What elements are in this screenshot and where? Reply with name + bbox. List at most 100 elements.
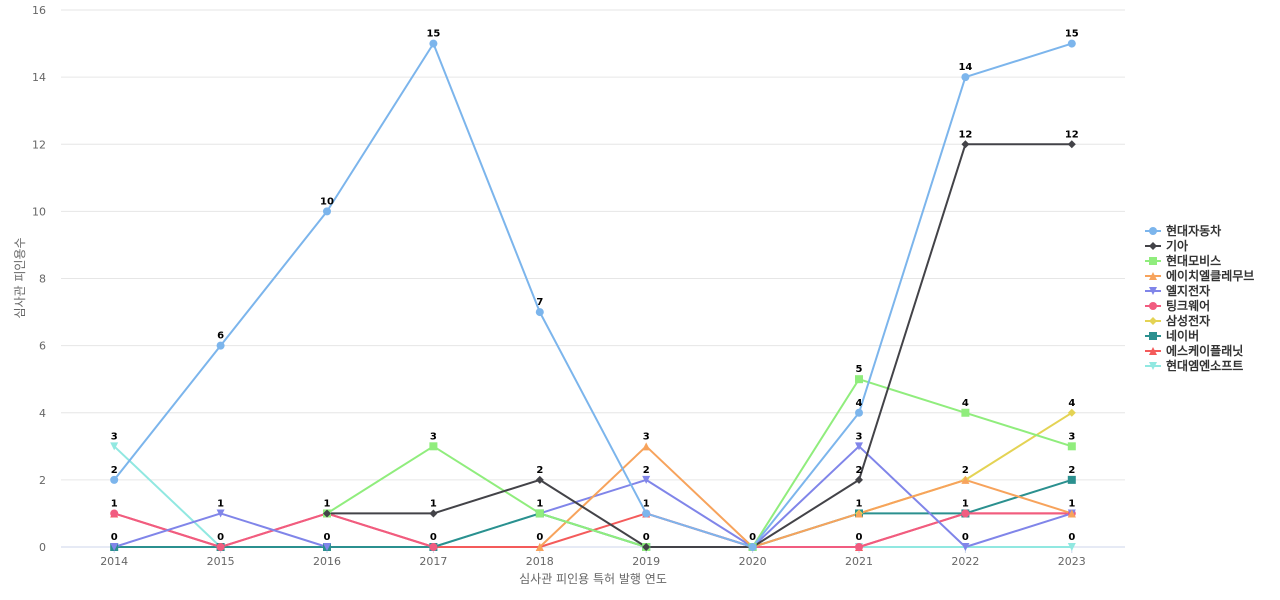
data-label: 0 — [856, 532, 863, 543]
data-label: 0 — [749, 532, 756, 543]
series-point-4[interactable] — [216, 509, 225, 518]
series-point-0[interactable] — [323, 207, 331, 216]
series-point-0[interactable] — [961, 73, 970, 82]
series-point-2[interactable] — [429, 442, 438, 451]
data-label: 4 — [856, 398, 863, 409]
data-label: 6 — [217, 331, 224, 342]
legend-label: 현대엠엔소프트 — [1166, 358, 1243, 373]
data-label: 2 — [962, 465, 969, 476]
data-label: 7 — [536, 297, 543, 308]
y-tick-label: 2 — [39, 474, 46, 487]
legend-item-1[interactable]: 기아 — [1145, 238, 1188, 253]
legend-item-2[interactable]: 현대모비스 — [1145, 253, 1221, 268]
data-label: 2 — [111, 465, 118, 476]
series-line-3[interactable] — [538, 445, 1073, 548]
series-point-2[interactable] — [1067, 442, 1076, 451]
legend-item-9[interactable]: 현대엠엔소프트 — [1145, 358, 1243, 373]
series-line-2[interactable] — [326, 378, 1073, 548]
data-label: 3 — [1068, 431, 1075, 442]
series-point-1[interactable] — [642, 543, 651, 551]
series-point-2[interactable] — [535, 509, 544, 518]
series-point-2[interactable] — [855, 375, 863, 384]
y-tick-label: 16 — [32, 4, 46, 17]
series-point-3[interactable] — [642, 442, 651, 451]
series-point-4[interactable] — [961, 543, 970, 551]
x-tick-label: 2016 — [313, 555, 341, 568]
data-label: 12 — [1065, 129, 1079, 140]
series-point-3[interactable] — [1067, 509, 1076, 518]
series-point-0[interactable] — [748, 543, 757, 551]
legend-item-0[interactable]: 현대자동차 — [1145, 223, 1221, 238]
series-point-1[interactable] — [323, 509, 331, 518]
y-tick-label: 10 — [32, 205, 46, 218]
data-label: 0 — [324, 532, 331, 543]
y-tick-label: 14 — [32, 71, 46, 84]
legend-marker — [1149, 302, 1157, 310]
series-point-9[interactable] — [1067, 543, 1076, 551]
series-point-0[interactable] — [855, 408, 863, 417]
x-tick-label: 2023 — [1058, 555, 1086, 568]
series-line-0[interactable] — [113, 42, 1073, 548]
series-point-4[interactable] — [110, 543, 119, 551]
legend-item-6[interactable]: 삼성전자 — [1145, 313, 1210, 328]
legend-item-4[interactable]: 엘지전자 — [1145, 283, 1210, 298]
series-point-1[interactable] — [1067, 140, 1076, 149]
data-label: 0 — [962, 532, 969, 543]
legend-item-3[interactable]: 에이치엘클레무브 — [1145, 268, 1254, 283]
series-point-5[interactable] — [429, 543, 438, 551]
series-point-3[interactable] — [961, 475, 970, 484]
series-line-1[interactable] — [326, 143, 1073, 548]
series-point-9[interactable] — [110, 442, 119, 451]
series-point-5[interactable] — [855, 543, 863, 551]
series-point-0[interactable] — [110, 475, 119, 484]
legend-label: 현대자동차 — [1166, 223, 1221, 238]
series-point-0[interactable] — [642, 509, 651, 518]
y-axis-title: 심사관 피인용수 — [13, 237, 27, 318]
series-point-7[interactable] — [1067, 475, 1076, 484]
y-tick-label: 12 — [32, 138, 46, 151]
series-point-1[interactable] — [961, 140, 970, 149]
legend-marker — [1149, 257, 1157, 265]
data-label: 12 — [958, 129, 972, 140]
x-tick-label: 2018 — [526, 555, 554, 568]
data-label: 0 — [111, 532, 118, 543]
series-point-5[interactable] — [110, 509, 119, 518]
series-lines — [113, 42, 1073, 548]
series-point-3[interactable] — [855, 509, 863, 518]
data-label: 15 — [426, 29, 440, 40]
legend-item-5[interactable]: 팅크웨어 — [1145, 298, 1210, 313]
series-point-4[interactable] — [642, 475, 651, 484]
data-label: 2 — [536, 465, 543, 476]
x-tick-label: 2022 — [951, 555, 979, 568]
series-point-0[interactable] — [429, 39, 438, 48]
series-point-0[interactable] — [1067, 39, 1076, 48]
data-label: 0 — [643, 532, 650, 543]
series-point-0[interactable] — [216, 341, 225, 350]
data-label: 1 — [856, 498, 863, 509]
x-axis-title: 심사관 피인용 특허 발행 연도 — [519, 571, 667, 586]
x-tick-label: 2020 — [739, 555, 767, 568]
series-point-0[interactable] — [535, 308, 544, 317]
series-markers — [110, 39, 1076, 551]
series-point-1[interactable] — [429, 509, 438, 518]
legend-marker — [1149, 332, 1157, 340]
series-point-3[interactable] — [535, 543, 544, 551]
legend-marker — [1149, 317, 1157, 325]
series-point-2[interactable] — [961, 408, 970, 417]
legend-item-7[interactable]: 네이버 — [1145, 328, 1199, 343]
series-point-5[interactable] — [216, 543, 225, 551]
data-label: 2 — [1068, 465, 1075, 476]
data-label: 3 — [856, 431, 863, 442]
series-point-4[interactable] — [855, 442, 863, 451]
series-point-4[interactable] — [323, 543, 331, 551]
legend-marker — [1149, 272, 1157, 280]
data-label: 0 — [217, 532, 224, 543]
data-label: 5 — [856, 364, 863, 375]
data-label: 1 — [217, 498, 224, 509]
data-label: 14 — [958, 62, 972, 73]
legend-item-8[interactable]: 에스케이플래닛 — [1145, 343, 1243, 358]
series-point-6[interactable] — [1067, 408, 1076, 417]
series-point-1[interactable] — [535, 475, 544, 484]
series-point-1[interactable] — [855, 475, 863, 484]
series-point-5[interactable] — [961, 509, 970, 518]
